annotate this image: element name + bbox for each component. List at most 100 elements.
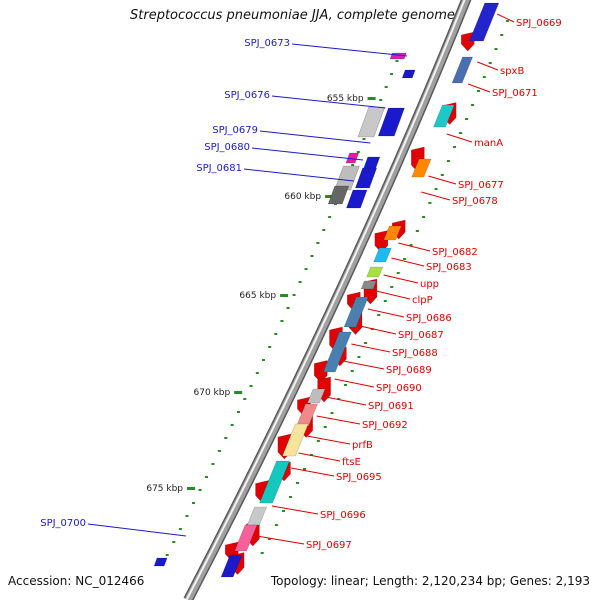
kbp-tick-label: 655 kbp [327, 94, 364, 104]
minus-strand-tick [274, 333, 278, 335]
gene-label-left: SPJ_0673 [244, 38, 290, 49]
plus-strand-tick [465, 118, 469, 120]
label-leader-line [359, 325, 397, 335]
minus-strand-tick [316, 242, 320, 244]
label-leader-line [343, 360, 385, 370]
plus-strand-tick [303, 468, 307, 470]
plus-strand-tick [505, 20, 509, 22]
minus-strand-tick [310, 255, 314, 257]
plus-strand-tick [337, 398, 341, 400]
label-leader-line [391, 257, 425, 267]
minus-strand-gene [377, 107, 405, 137]
plus-strand-tick [267, 538, 271, 540]
plus-strand-tick [357, 356, 361, 358]
minus-strand-tick [362, 138, 366, 140]
gene-label-right: SPJ_0691 [368, 401, 414, 412]
feature-block [281, 423, 309, 457]
plus-strand-tick [289, 496, 293, 498]
gene-label-right: SPJ_0692 [362, 420, 408, 431]
label-leader-line [271, 505, 319, 515]
gene-label-left: SPJ_0680 [204, 142, 250, 153]
kbp-tick-label: 670 kbp [194, 388, 231, 398]
feature-block [451, 56, 474, 84]
minus-strand-tick [351, 164, 355, 166]
plus-strand-tick [494, 48, 498, 50]
plus-strand-tick [440, 174, 444, 176]
plus-strand-tick [323, 426, 327, 428]
plus-strand-tick [316, 440, 320, 442]
minus-strand-tick [217, 450, 221, 452]
kbp-tick-label: 660 kbp [284, 192, 321, 202]
minus-strand-tick [178, 528, 182, 530]
label-leader-line [376, 290, 411, 300]
plus-strand-tick [422, 216, 426, 218]
minus-strand-gene [401, 69, 416, 79]
label-leader-line [351, 343, 391, 353]
gene-label-right: SPJ_0697 [306, 540, 352, 551]
label-leader-line [398, 242, 431, 252]
label-leader-line [291, 43, 407, 57]
minus-strand-tick [205, 476, 209, 478]
plus-strand-tick [476, 90, 480, 92]
gene-label-right: SPJ_0669 [516, 18, 562, 29]
kbp-tick-label: 665 kbp [239, 291, 276, 301]
minus-strand-tick [165, 554, 169, 556]
plus-strand-tick [364, 342, 368, 344]
gene-label-left: SPJ_0681 [196, 163, 242, 174]
plus-strand-tick [403, 258, 407, 260]
label-leader-line [251, 147, 364, 161]
feature-block [343, 296, 369, 328]
plus-strand-tick [500, 34, 504, 36]
feature-block [373, 247, 392, 263]
gene-label-right: SPJ_0695 [336, 472, 382, 483]
label-leader-line [496, 13, 515, 23]
kbp-tick-mark [367, 97, 376, 100]
feature-block [246, 506, 268, 526]
gene-label-left: SPJ_0679 [212, 125, 258, 136]
feature-block [411, 158, 432, 178]
feature-block [383, 225, 402, 241]
minus-strand-gene [327, 185, 350, 205]
minus-strand-tick [304, 268, 308, 270]
plus-strand-tick [274, 524, 278, 526]
label-leader-line [290, 467, 335, 477]
label-leader-line [334, 378, 375, 388]
plus-strand-tick [459, 132, 463, 134]
map-title: Streptococcus pneumoniae JJA, complete g… [130, 8, 455, 23]
gene-label-right: SPJ_0696 [320, 510, 366, 521]
backbone [184, 0, 470, 602]
plus-strand-tick [296, 482, 300, 484]
minus-strand-tick [390, 73, 394, 75]
gene-label-right: SPJ_0687 [398, 330, 444, 341]
kbp-tick-mark [280, 294, 289, 297]
minus-strand-tick [172, 541, 176, 543]
label-leader-line [243, 168, 354, 182]
minus-strand-tick [198, 489, 202, 491]
gene-label-left: SPJ_0676 [224, 90, 270, 101]
plus-strand-tick [260, 552, 264, 554]
feature-block [469, 2, 500, 42]
label-leader-line [325, 396, 367, 406]
gene-label-right: SPJ_0688 [392, 348, 438, 359]
plus-strand-tick [434, 188, 438, 190]
label-leader-line [428, 175, 457, 185]
minus-strand-tick [230, 424, 234, 426]
plus-strand-tick [471, 104, 475, 106]
gene-label-right: prfB [352, 440, 373, 451]
label-leader-line [256, 535, 305, 545]
minus-strand-tick [384, 86, 388, 88]
feature-block [322, 331, 352, 373]
minus-strand-tick [268, 346, 272, 348]
plus-strand-tick [482, 76, 486, 78]
plus-strand-tick [282, 510, 286, 512]
label-leader-line [383, 274, 419, 284]
minus-strand-tick [356, 151, 360, 153]
minus-strand-tick [243, 398, 247, 400]
plus-strand-tick [350, 370, 354, 372]
minus-strand-tick [395, 60, 399, 62]
accession-text: Accession: NC_012466 [8, 574, 145, 588]
minus-strand-tick [255, 372, 259, 374]
minus-strand-tick [211, 463, 215, 465]
